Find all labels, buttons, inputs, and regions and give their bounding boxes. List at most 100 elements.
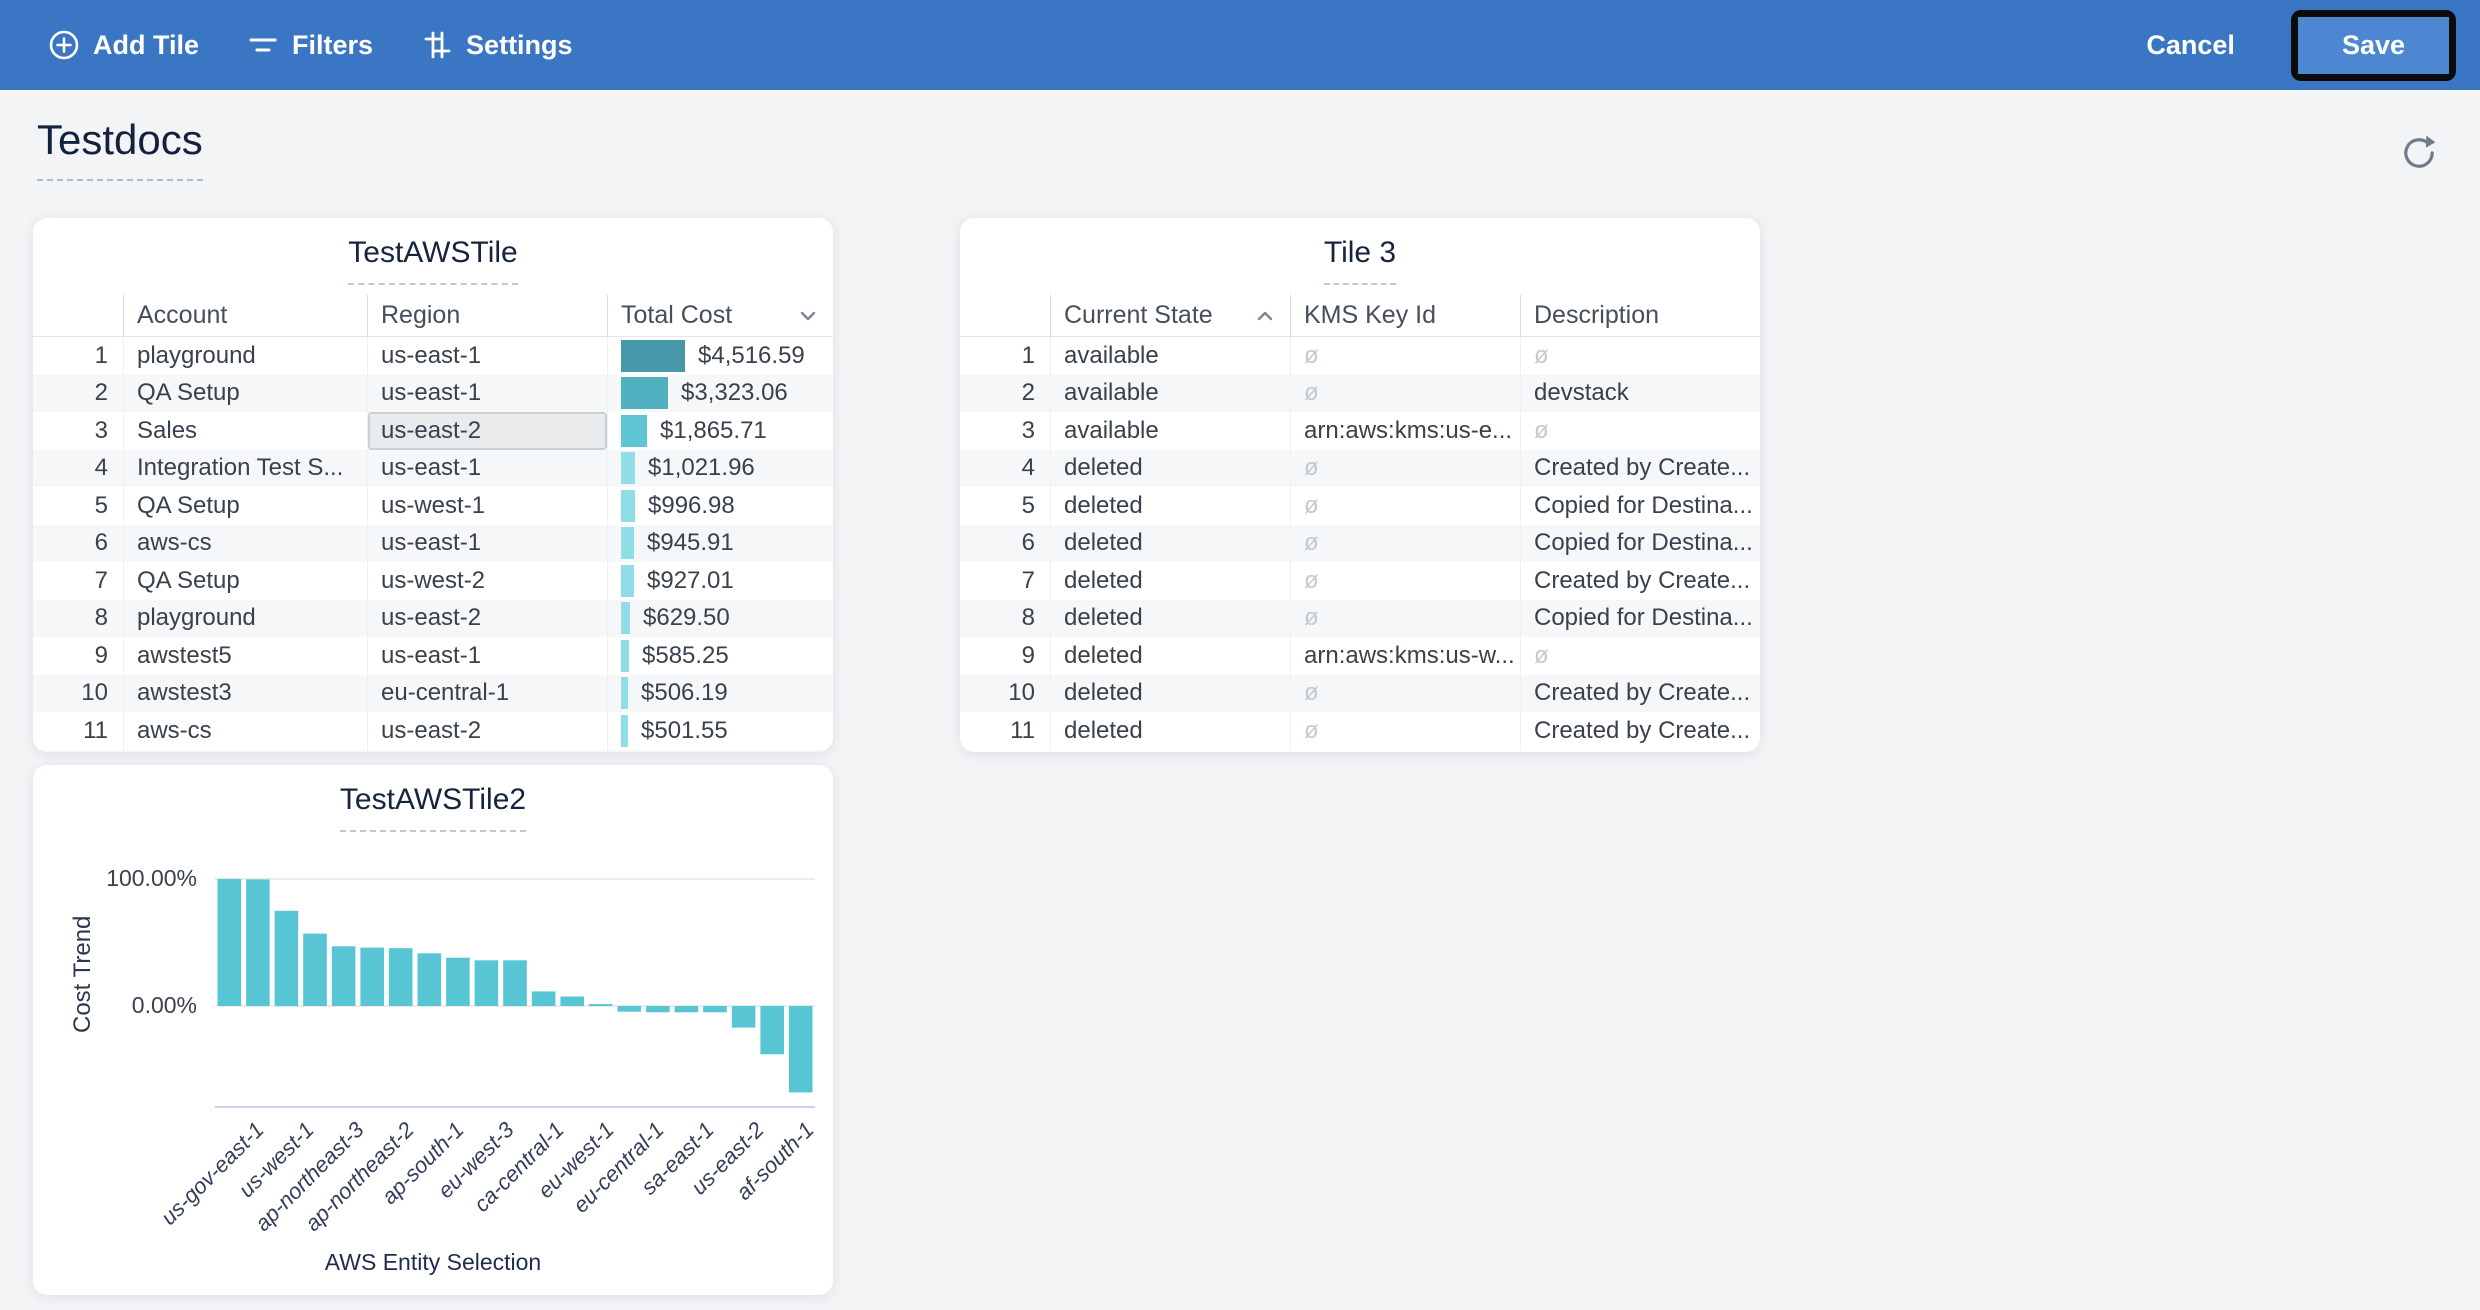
cell-region-selected[interactable]: us-east-2 [367, 412, 607, 450]
cell-total-cost[interactable]: $996.98 [607, 487, 833, 525]
cell-region[interactable]: us-east-1 [367, 524, 607, 562]
cell-account[interactable]: playground [123, 337, 367, 375]
chart-bar [388, 948, 413, 1006]
row-number: 2 [94, 379, 108, 407]
column-header-description[interactable]: Description [1520, 295, 1760, 336]
cell-region[interactable]: us-east-1 [367, 337, 607, 375]
cell-account[interactable]: aws-cs [123, 524, 367, 562]
cell-total-cost[interactable] [607, 749, 833, 752]
cost-bar [621, 639, 629, 672]
cell-description[interactable]: devstack [1520, 374, 1760, 412]
cell-region[interactable]: us-east-2 [367, 712, 607, 750]
cell-description[interactable]: ø [1520, 337, 1760, 375]
cell-current-state[interactable]: available [1050, 374, 1290, 412]
column-header-region[interactable]: Region [367, 295, 607, 336]
cost-value: $585.25 [642, 641, 729, 669]
cell-account[interactable]: awstest5 [123, 637, 367, 675]
cost-value: $927.01 [647, 566, 734, 594]
cell-kms-key-id[interactable]: arn:aws:kms:us-w... [1290, 637, 1520, 675]
cell-current-state[interactable]: deleted [1050, 487, 1290, 525]
cell-kms-key-id[interactable]: ø [1290, 337, 1520, 375]
table-row: 11 aws-cs us-east-2 $501.55 [33, 712, 833, 750]
cell-region[interactable] [367, 749, 607, 752]
table-row: 6 aws-cs us-east-1 $945.91 [33, 524, 833, 562]
cell-current-state[interactable]: deleted [1050, 674, 1290, 712]
column-header-current-state[interactable]: Current State [1050, 295, 1290, 336]
cell-account[interactable]: QA Setup [123, 487, 367, 525]
cell-total-cost[interactable]: $1,865.71 [607, 412, 833, 450]
cell-current-state[interactable]: available [1050, 412, 1290, 450]
cell-current-state[interactable]: available [1050, 337, 1290, 375]
cell-kms-key-id[interactable]: ø [1290, 374, 1520, 412]
tile-title[interactable]: TestAWSTile [33, 236, 833, 285]
chart-bar [646, 1006, 670, 1013]
cell-region[interactable]: us-east-1 [367, 637, 607, 675]
cell-description[interactable]: ø [1520, 412, 1760, 450]
cell-total-cost[interactable]: $4,516.59 [607, 337, 833, 375]
cell-description[interactable]: Copied for Destina... [1520, 487, 1760, 525]
column-header-total-cost[interactable]: Total Cost [607, 295, 833, 336]
refresh-icon[interactable] [2400, 134, 2438, 172]
cell-current-state[interactable]: deleted [1050, 524, 1290, 562]
cell-region[interactable]: us-west-1 [367, 487, 607, 525]
cell-total-cost[interactable]: $585.25 [607, 637, 833, 675]
settings-button[interactable]: Settings [421, 29, 573, 61]
table-row: 2 available ø devstack [960, 374, 1760, 412]
cell-account[interactable]: QA Setup [123, 562, 367, 600]
cell-kms-key-id[interactable]: ø [1290, 599, 1520, 637]
table-row: 3 Sales us-east-2 $1,865.71 [33, 412, 833, 450]
cell-account[interactable]: QA Setup [123, 374, 367, 412]
tile-title[interactable]: Tile 3 [960, 236, 1760, 285]
cell-total-cost[interactable]: $927.01 [607, 562, 833, 600]
cancel-button[interactable]: Cancel [2146, 29, 2235, 60]
cell-region[interactable]: us-east-1 [367, 449, 607, 487]
row-number: 9 [1021, 641, 1035, 669]
cell-description[interactable]: Created by Create... [1520, 449, 1760, 487]
cell-total-cost[interactable]: $506.19 [607, 674, 833, 712]
cell-region[interactable]: eu-central-1 [367, 674, 607, 712]
cell-account[interactable]: aws-cs [123, 712, 367, 750]
cell-total-cost[interactable]: $629.50 [607, 599, 833, 637]
cell-description[interactable]: Created by Create... [1520, 674, 1760, 712]
column-header-account[interactable]: Account [123, 295, 367, 336]
cell-description[interactable]: Created by Create... [1520, 712, 1760, 750]
cell-current-state[interactable]: deleted [1050, 449, 1290, 487]
cell-kms-key-id[interactable]: ø [1290, 712, 1520, 750]
cell-description[interactable]: Created by Create... [1520, 562, 1760, 600]
cell-account[interactable] [123, 749, 367, 752]
cell-kms-key-id[interactable]: arn:aws:kms:us-e... [1290, 412, 1520, 450]
cell-current-state[interactable]: deleted [1050, 712, 1290, 750]
cell-total-cost[interactable]: $945.91 [607, 524, 833, 562]
cell-account[interactable]: awstest3 [123, 674, 367, 712]
cell-kms-key-id[interactable]: ø [1290, 562, 1520, 600]
filters-button[interactable]: Filters [247, 29, 373, 61]
cell-description[interactable]: Copied for Destina... [1520, 524, 1760, 562]
cell-kms-key-id[interactable]: ø [1290, 674, 1520, 712]
cell-kms-key-id[interactable]: ø [1290, 524, 1520, 562]
add-tile-button[interactable]: Add Tile [48, 29, 199, 61]
cell-total-cost[interactable]: $501.55 [607, 712, 833, 750]
cost-bar [621, 564, 634, 597]
cell-current-state[interactable]: deleted [1050, 599, 1290, 637]
save-button[interactable]: Save [2297, 16, 2449, 74]
cost-value: $1,865.71 [660, 416, 767, 444]
cell-account[interactable]: playground [123, 599, 367, 637]
cell-region[interactable]: us-east-2 [367, 599, 607, 637]
cell-account[interactable]: Integration Test S... [123, 449, 367, 487]
cell-current-state[interactable]: deleted [1050, 637, 1290, 675]
row-number: 9 [94, 641, 108, 669]
cell-total-cost[interactable]: $1,021.96 [607, 449, 833, 487]
cell-description[interactable]: ø [1520, 637, 1760, 675]
cell-description[interactable]: Copied for Destina... [1520, 599, 1760, 637]
column-header-kms-key-id[interactable]: KMS Key Id [1290, 295, 1520, 336]
cell-kms-key-id[interactable]: ø [1290, 487, 1520, 525]
cell-current-state[interactable]: deleted [1050, 562, 1290, 600]
cell-account[interactable]: Sales [123, 412, 367, 450]
tile-title[interactable]: TestAWSTile2 [33, 783, 833, 832]
page-title[interactable]: Testdocs [37, 116, 203, 181]
cell-total-cost[interactable]: $3,323.06 [607, 374, 833, 412]
cell-region[interactable]: us-east-1 [367, 374, 607, 412]
cost-bar [621, 452, 635, 485]
cell-kms-key-id[interactable]: ø [1290, 449, 1520, 487]
cell-region[interactable]: us-west-2 [367, 562, 607, 600]
